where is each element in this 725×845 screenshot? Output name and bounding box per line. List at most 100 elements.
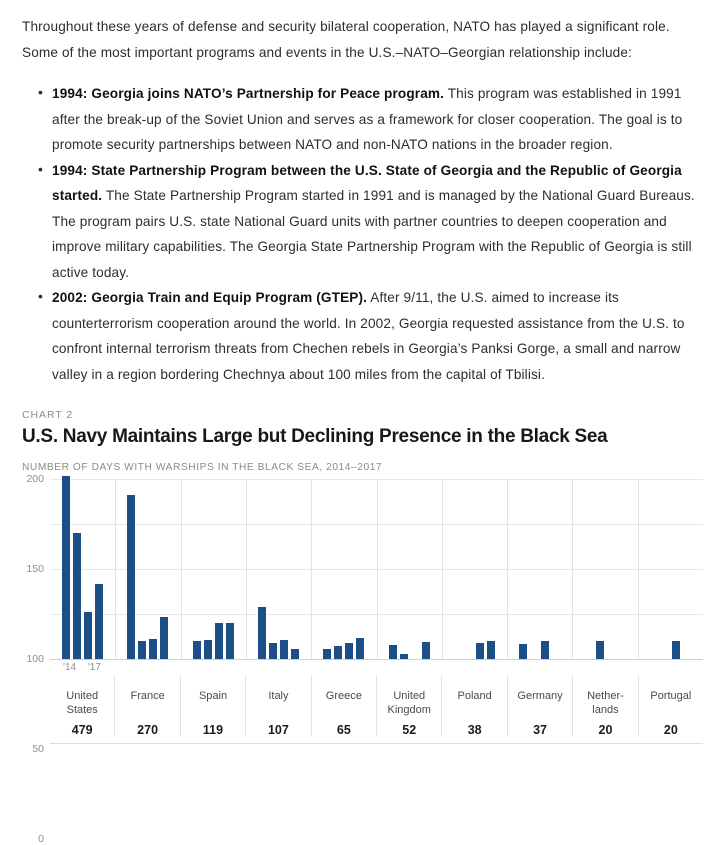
bar	[73, 532, 82, 659]
chart-category-table: United States 479 France 270 Spain 119 Italy 107…	[50, 674, 703, 737]
category-cell: Greece 65	[310, 674, 376, 737]
bar	[138, 640, 147, 659]
category-cell: France 270	[114, 674, 179, 737]
category-cell: Germany 37	[506, 674, 572, 737]
bar-group	[246, 479, 311, 659]
category-separator	[180, 478, 182, 659]
bar	[541, 640, 550, 659]
bar	[95, 584, 104, 659]
category-label: Poland	[457, 689, 492, 702]
category-separator	[572, 478, 574, 659]
category-label: Greece	[325, 689, 362, 702]
bar-group	[50, 476, 115, 659]
bar	[127, 495, 136, 659]
y-axis-tick-label: 150	[26, 562, 44, 575]
bar	[356, 638, 365, 659]
list-item: 2002: Georgia Train and Equip Program (G…	[38, 284, 703, 387]
category-total: 65	[336, 722, 351, 737]
category-cell: Portugal 20	[637, 674, 703, 737]
category-label: Portugal	[650, 689, 692, 702]
bullet-lede: 1994: State Partnership Program between …	[52, 162, 682, 204]
chart-year-ticks: '14 '17	[50, 660, 703, 675]
category-cell: Spain 119	[179, 674, 245, 737]
category-label: United Kingdom	[387, 689, 431, 716]
bar	[345, 642, 354, 659]
intro-paragraph: Throughout these years of defense and se…	[22, 19, 670, 60]
category-total: 52	[402, 722, 417, 737]
bar	[475, 642, 484, 659]
category-label: Nether-lands	[587, 689, 624, 716]
category-total: 107	[267, 722, 289, 737]
bullet-lede: 1994: Georgia joins NATO’s Partnership f…	[52, 86, 445, 101]
bar-group	[638, 479, 703, 659]
category-cell: United Kingdom 52	[376, 674, 441, 737]
bar	[214, 622, 223, 659]
bar	[84, 612, 93, 659]
bar-group	[311, 479, 376, 659]
article-page: Throughout these years of defense and se…	[0, 0, 725, 827]
y-axis-tick-label: 200	[26, 472, 44, 485]
bar	[421, 641, 430, 659]
y-axis-tick-label: 50	[32, 742, 44, 755]
category-total: 38	[467, 722, 482, 737]
bar	[160, 617, 169, 659]
category-label: France	[130, 689, 165, 702]
bar	[62, 476, 71, 659]
category-total: 479	[71, 722, 93, 737]
category-separator	[507, 478, 509, 659]
bar	[519, 643, 528, 659]
category-label: Germany	[517, 689, 563, 702]
category-separator	[637, 478, 639, 659]
bar	[323, 648, 332, 659]
bar	[291, 648, 300, 659]
bar	[225, 622, 234, 659]
chart-eyebrow: CHART 2	[22, 409, 74, 421]
bullet-body: After 9/11, the U.S. aimed to increase i…	[52, 290, 685, 382]
category-separator	[245, 478, 247, 659]
y-axis-tick-label: 0	[38, 832, 44, 845]
y-axis-tick-label: 100	[26, 652, 44, 665]
category-label: United States	[66, 689, 99, 716]
bar	[203, 639, 212, 659]
category-separator	[311, 478, 313, 659]
bar	[258, 606, 267, 659]
bar-group	[442, 479, 507, 659]
category-separator	[441, 478, 443, 659]
bullet-lede: 2002: Georgia Train and Equip Program (G…	[52, 290, 368, 305]
list-item: 1994: Georgia joins NATO’s Partnership f…	[38, 80, 703, 158]
year-tick-label: '14	[63, 661, 77, 673]
list-item: 1994: State Partnership Program between …	[38, 157, 703, 286]
category-total: 20	[598, 722, 613, 737]
bar	[192, 640, 201, 659]
chart-plot-area: 0 50 100 150 200	[26, 473, 703, 845]
bar-group	[181, 479, 246, 659]
bar-group	[376, 479, 441, 659]
category-label: Italy	[268, 689, 289, 702]
category-label: Spain	[198, 689, 228, 702]
category-cell: Poland 38	[441, 674, 506, 737]
bar	[269, 642, 278, 659]
year-tick-label: '17	[87, 661, 101, 673]
bar	[149, 639, 158, 659]
category-cell: United States 479	[50, 675, 114, 737]
bar	[334, 646, 343, 659]
category-total: 20	[663, 722, 678, 737]
bar	[399, 654, 408, 659]
category-total: 119	[202, 722, 224, 737]
chart-subtitle: NUMBER OF DAYS WITH WARSHIPS IN THE BLAC…	[22, 461, 383, 473]
category-separator	[115, 478, 117, 659]
chart-figure: CHART 2 U.S. Navy Maintains Large but De…	[22, 409, 703, 845]
bar	[486, 640, 495, 659]
bar	[280, 639, 289, 659]
bar	[671, 640, 680, 659]
category-separator	[376, 478, 378, 659]
bar	[595, 640, 604, 659]
category-cell: Nether-lands 20	[572, 674, 637, 737]
category-total: 37	[533, 722, 547, 737]
bar-group	[115, 479, 180, 659]
bar-group	[507, 479, 572, 659]
chart-title: U.S. Navy Maintains Large but Declining …	[22, 426, 608, 447]
category-total: 270	[137, 722, 159, 737]
bullet-body: The State Partnership Program started in…	[52, 188, 695, 280]
category-cell: Italy 107	[245, 674, 310, 737]
